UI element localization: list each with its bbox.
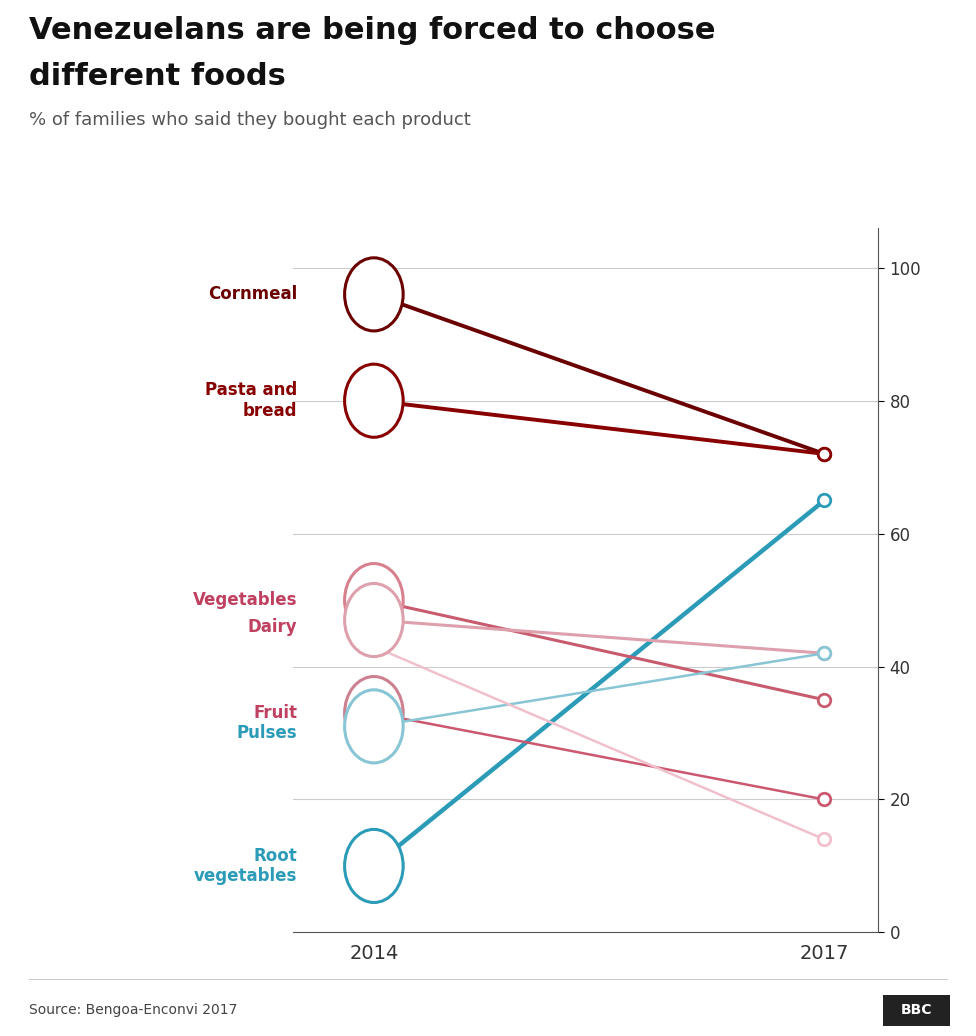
Text: Fruit: Fruit (254, 704, 298, 722)
Text: Source: Bengoa-Enconvi 2017: Source: Bengoa-Enconvi 2017 (29, 1003, 237, 1017)
Ellipse shape (345, 830, 403, 902)
Ellipse shape (345, 690, 403, 762)
Ellipse shape (345, 677, 403, 750)
Text: Pulses: Pulses (236, 724, 298, 742)
Ellipse shape (345, 583, 403, 657)
Text: Dairy: Dairy (248, 617, 298, 636)
Text: different foods: different foods (29, 62, 286, 91)
Text: BBC: BBC (901, 1003, 932, 1017)
Ellipse shape (345, 564, 403, 637)
Ellipse shape (345, 258, 403, 330)
Text: Root
vegetables: Root vegetables (194, 846, 298, 886)
Text: Cornmeal: Cornmeal (208, 285, 298, 304)
Text: Venezuelans are being forced to choose: Venezuelans are being forced to choose (29, 16, 715, 45)
Text: Pasta and
bread: Pasta and bread (205, 381, 298, 421)
Text: % of families who said they bought each product: % of families who said they bought each … (29, 111, 471, 128)
Text: Vegetables: Vegetables (193, 592, 298, 609)
Ellipse shape (345, 365, 403, 437)
